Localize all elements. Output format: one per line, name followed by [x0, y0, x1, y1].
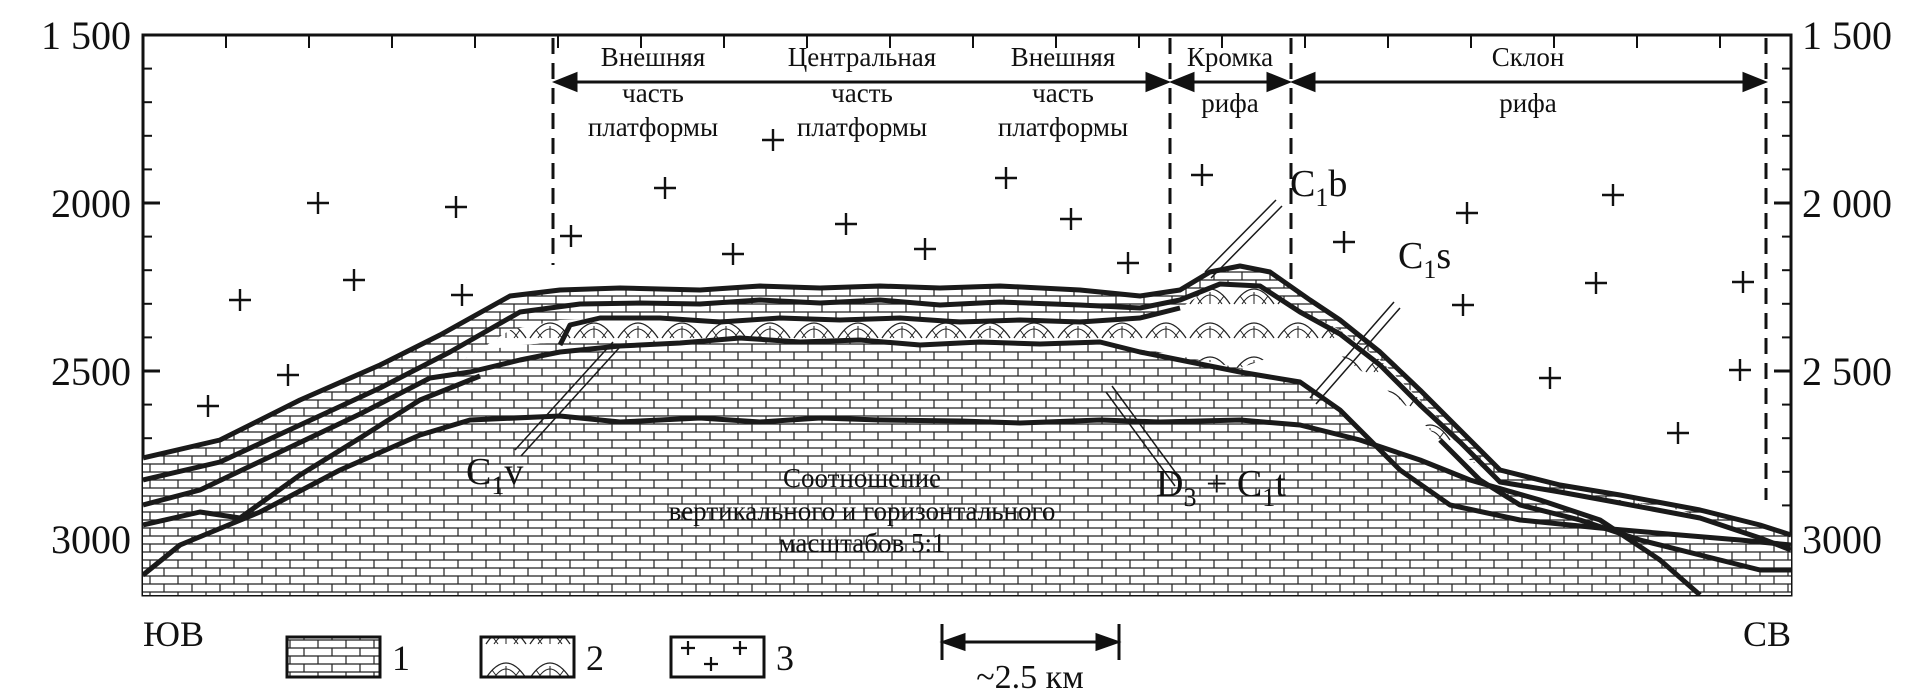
zone-label-line: часть — [622, 78, 684, 108]
plus-icon — [1456, 202, 1478, 224]
zone-label-line: Кромка — [1187, 42, 1273, 72]
plus-icon — [1667, 422, 1689, 444]
scale-bar — [939, 624, 1122, 660]
plus-icon — [654, 177, 676, 199]
right-depth-label: 2 000 — [1802, 181, 1892, 226]
svg-text:масштабов 5:1: масштабов 5:1 — [778, 528, 945, 558]
plus-icon — [1585, 272, 1607, 294]
zone-label-line: часть — [1032, 78, 1094, 108]
reef-base-line — [143, 335, 1791, 548]
plus-icon — [835, 213, 857, 235]
cap-base-line — [143, 281, 1791, 553]
zone-label-line: Внешняя — [1011, 42, 1116, 72]
plus-icon — [343, 269, 365, 291]
plus-icon — [307, 192, 329, 214]
legend-swatch-1 — [285, 635, 382, 679]
left-depth-label: 3000 — [51, 517, 131, 562]
zone-arrows — [551, 71, 1769, 93]
plus-icon — [914, 238, 936, 260]
unit-label-d3-c1t: D3 + C1t — [1156, 463, 1286, 512]
scale-bar-label: ~2.5 км — [976, 659, 1083, 696]
top-frame-ticks — [225, 35, 1721, 48]
plus-icon — [1732, 271, 1754, 293]
right-depth-label: 1 500 — [1802, 13, 1892, 58]
plus-icon — [762, 129, 784, 151]
plus-icon — [451, 284, 473, 306]
plus-icon — [229, 289, 251, 311]
direction-right-label: СВ — [1743, 614, 1791, 654]
plus-icon — [1117, 252, 1139, 274]
plus-icon — [995, 167, 1017, 189]
plus-icon — [197, 395, 219, 417]
plus-icon — [1602, 184, 1624, 206]
right-depth-axis: 1 500 2 000 2 500 3000 — [1774, 13, 1892, 562]
plus-icon — [1452, 294, 1474, 316]
limestone-lower-band-pattern — [143, 416, 1700, 595]
zone-label-line: платформы — [998, 112, 1128, 142]
top-boundary-line — [143, 263, 1791, 538]
plus-icon — [560, 225, 582, 247]
legend-label-2: 2 — [586, 638, 604, 678]
plus-icon — [722, 243, 744, 265]
left-depth-label: 2000 — [51, 181, 131, 226]
zone-label-line: рифа — [1499, 88, 1556, 118]
reef-body-layer — [143, 282, 1791, 555]
unit-label-c1v: C1v — [466, 451, 523, 500]
left-depth-label: 1 500 — [41, 13, 131, 58]
plus-icon — [1060, 208, 1082, 230]
plus-icon — [681, 641, 747, 671]
plus-icon — [1539, 367, 1561, 389]
unit-leaders — [514, 199, 1401, 487]
zone-label-line: часть — [831, 78, 893, 108]
base-boundary-line — [143, 413, 1702, 595]
inner-reef-line — [143, 373, 481, 528]
zone-label-line: Внешняя — [601, 42, 706, 72]
plus-icon — [1729, 359, 1751, 381]
zone-label-line: платформы — [797, 112, 927, 142]
unit-label-c1s: C1s — [1398, 235, 1451, 284]
right-depth-label: 3000 — [1802, 517, 1882, 562]
zone-label-line: рифа — [1201, 88, 1258, 118]
direction-left-label: ЮВ — [143, 614, 204, 654]
overburden-plus-signs — [197, 129, 1754, 444]
zone-label-line: платформы — [588, 112, 718, 142]
legend-label-1: 1 — [392, 638, 410, 678]
plus-icon — [1191, 164, 1213, 186]
legend: 1 2 3 — [285, 635, 794, 679]
geologic-section — [143, 263, 1791, 595]
unit-label-c1b: C1b — [1290, 163, 1347, 212]
plus-icon — [277, 364, 299, 386]
right-depth-label: 2 500 — [1802, 349, 1892, 394]
legend-label-3: 3 — [776, 638, 794, 678]
legend-swatch-3 — [669, 635, 766, 679]
scale-ratio-note: Соотношение вертикального и горизонтальн… — [669, 463, 1056, 558]
svg-text:Соотношение: Соотношение — [783, 463, 941, 493]
left-depth-label: 2500 — [51, 349, 131, 394]
plus-icon — [445, 196, 467, 218]
zone-label-line: Центральная — [788, 42, 936, 72]
plus-icon — [1333, 231, 1355, 253]
legend-swatch-2 — [479, 635, 576, 679]
zone-boundaries — [551, 38, 1768, 500]
slope-lower-line — [1438, 438, 1791, 573]
left-depth-axis: 1 500 2000 2500 3000 — [41, 13, 160, 562]
reef-top-line — [557, 305, 1181, 347]
zone-label-line: Склон — [1492, 42, 1565, 72]
svg-text:вертикального и горизонтальног: вертикального и горизонтального — [669, 496, 1056, 526]
zone-labels: Внешняя часть платформы Центральная часть пла… — [588, 42, 1564, 142]
